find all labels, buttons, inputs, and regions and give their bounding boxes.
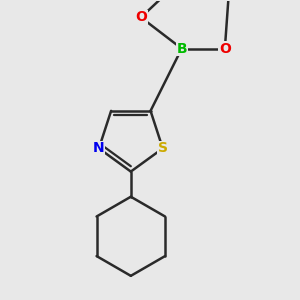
Text: N: N — [93, 141, 105, 155]
Text: O: O — [219, 41, 231, 56]
Text: O: O — [135, 11, 147, 24]
Text: B: B — [176, 41, 187, 56]
Text: S: S — [158, 141, 168, 155]
